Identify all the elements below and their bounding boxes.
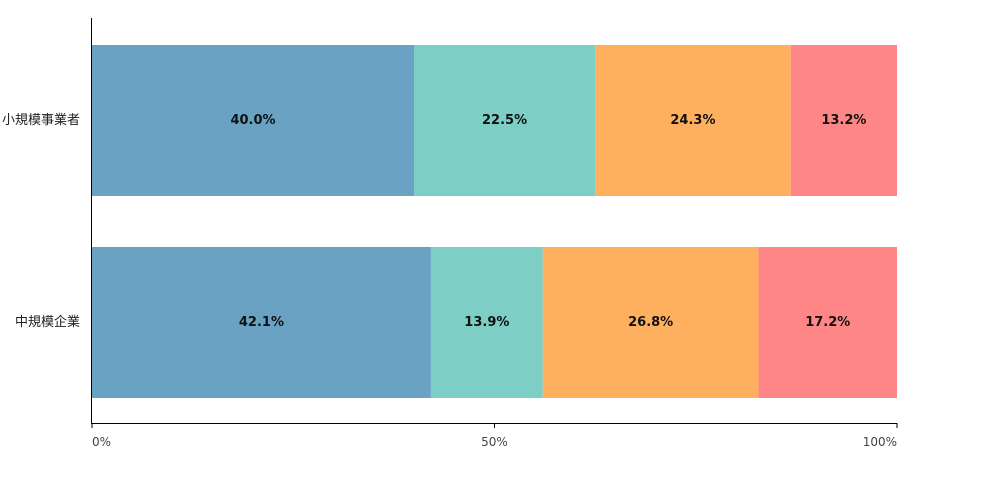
bar-segment bbox=[92, 247, 431, 398]
category-label: 中規模企業 bbox=[15, 314, 80, 330]
data-label: 22.5% bbox=[482, 113, 527, 128]
data-label: 13.2% bbox=[821, 113, 866, 128]
bar-segment bbox=[414, 45, 596, 196]
category-label: 小規模事業者 bbox=[2, 112, 80, 128]
bar-segment bbox=[790, 45, 897, 196]
x-tick-label: 50% bbox=[481, 435, 508, 449]
data-label: 13.9% bbox=[464, 315, 509, 330]
bars-group bbox=[92, 45, 897, 398]
data-label: 17.2% bbox=[805, 315, 850, 330]
bar-segment bbox=[758, 247, 897, 398]
data-label: 26.8% bbox=[628, 315, 673, 330]
bar-segment bbox=[542, 247, 759, 398]
bar-segment bbox=[92, 45, 414, 196]
bar-segment bbox=[595, 45, 791, 196]
bar-segment bbox=[430, 247, 543, 398]
data-labels-group: 40.0% 22.5% 24.3% 13.2% 42.1% 13.9% 26.8% 17.2% bbox=[230, 113, 866, 330]
data-label: 40.0% bbox=[230, 113, 275, 128]
x-tick-label: 100% bbox=[863, 435, 897, 449]
x-ticks-group: 0% 50% 100% bbox=[91, 423, 898, 449]
data-label: 42.1% bbox=[239, 315, 284, 330]
x-tick-label: 0% bbox=[92, 435, 111, 449]
data-label: 24.3% bbox=[670, 113, 715, 128]
